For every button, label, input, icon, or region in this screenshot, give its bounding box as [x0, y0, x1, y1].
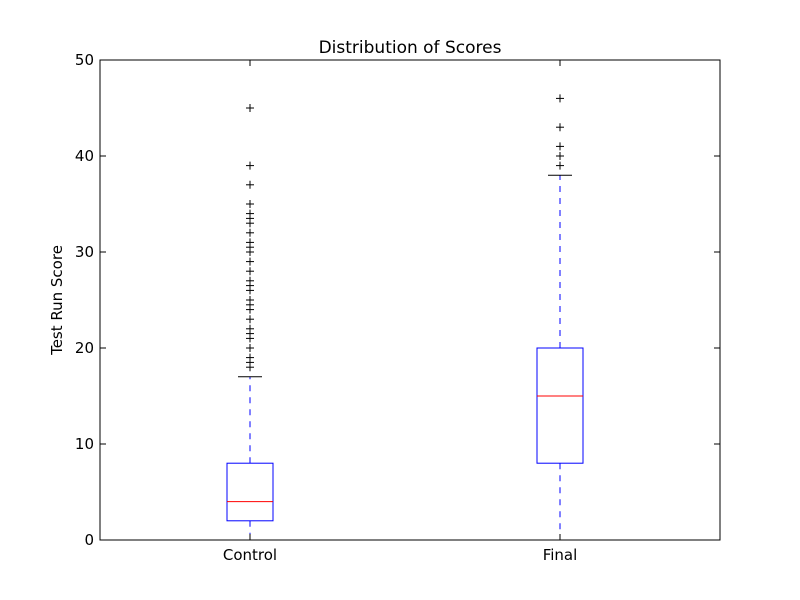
outlier-marker — [246, 324, 254, 333]
outlier-marker — [246, 161, 254, 170]
outlier-marker — [556, 152, 564, 160]
plot-area — [226, 94, 584, 541]
x-tick-label: Final — [543, 546, 578, 564]
outlier-marker — [246, 238, 254, 247]
plot-frame — [99, 59, 721, 541]
y-tick-label: 40 — [75, 147, 94, 165]
outlier-marker — [246, 353, 254, 362]
box-group-final — [536, 94, 584, 541]
outlier-marker — [246, 209, 254, 218]
outlier-marker — [246, 228, 254, 237]
y-tick-label: 50 — [75, 51, 94, 69]
chart-title: Distribution of Scores — [319, 38, 502, 58]
outlier-marker — [246, 200, 254, 208]
outlier-marker — [556, 94, 564, 103]
outlier-marker — [246, 276, 254, 285]
outlier-marker — [246, 315, 254, 324]
outlier-marker — [556, 123, 564, 132]
y-tick-label: 20 — [75, 339, 94, 357]
iqr-box — [536, 347, 584, 464]
outlier-marker — [246, 296, 254, 304]
outlier-marker — [246, 267, 254, 276]
x-tick-label: Control — [223, 546, 277, 564]
outlier-marker — [556, 142, 564, 151]
box-group-control — [226, 104, 274, 541]
y-axis-label: Test Run Score — [48, 245, 66, 356]
y-tick-label: 10 — [75, 435, 94, 453]
iqr-box — [226, 462, 274, 522]
outlier-marker — [246, 344, 254, 352]
outlier-marker — [556, 161, 564, 170]
y-tick-label: 30 — [75, 243, 94, 261]
outlier-marker — [246, 257, 254, 266]
outlier-marker — [246, 104, 254, 112]
outlier-marker — [246, 180, 254, 189]
y-tick-label: 0 — [84, 531, 94, 549]
axes: 0 10 20 30 40 50 Control Final — [75, 51, 720, 564]
